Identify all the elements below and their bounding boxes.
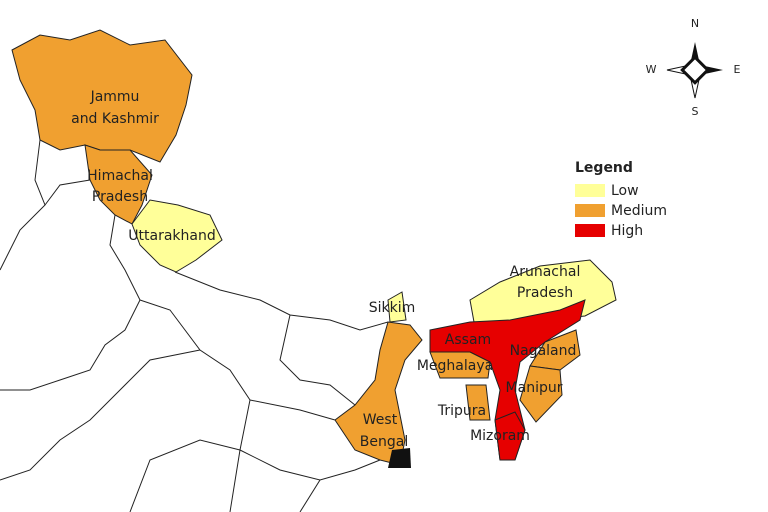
region-label: Arunachal bbox=[510, 264, 581, 280]
compass-e: E bbox=[734, 63, 741, 76]
region-label: Uttarakhand bbox=[128, 228, 215, 244]
compass-n: N bbox=[691, 17, 699, 30]
region bbox=[84, 144, 153, 225]
region bbox=[465, 384, 491, 421]
region-label: Pradesh bbox=[517, 285, 573, 301]
region-label: Assam bbox=[445, 332, 491, 348]
region-label: Pradesh bbox=[92, 189, 148, 205]
regions bbox=[11, 29, 617, 466]
region bbox=[11, 29, 193, 163]
legend-label: Low bbox=[611, 183, 639, 199]
legend-swatch bbox=[575, 224, 605, 237]
region bbox=[429, 351, 491, 379]
region-label: Manipur bbox=[506, 380, 563, 396]
compass-w: W bbox=[646, 63, 657, 76]
legend-swatch bbox=[575, 204, 605, 217]
region-label: Nagaland bbox=[510, 343, 577, 359]
region bbox=[387, 291, 407, 323]
region bbox=[529, 329, 581, 371]
legend: Legend Low Medium High bbox=[575, 160, 667, 239]
compass-center bbox=[680, 55, 710, 85]
legend-label: Medium bbox=[611, 203, 667, 219]
region-label: West bbox=[363, 412, 398, 428]
legend-title: Legend bbox=[575, 160, 633, 176]
region-label: and Kashmir bbox=[71, 111, 159, 127]
region-label: Sikkim bbox=[369, 300, 416, 316]
region-label: Tripura bbox=[437, 403, 486, 419]
region-labels: Jammu and Kashmir Himachal Pradesh Uttarakha… bbox=[71, 89, 580, 450]
region-label: Himachal bbox=[87, 168, 153, 184]
region-label: Jammu bbox=[90, 89, 140, 105]
region bbox=[494, 411, 526, 461]
region-label: Meghalaya bbox=[417, 358, 493, 374]
legend-label: High bbox=[611, 223, 643, 239]
compass: N S W E bbox=[646, 17, 741, 118]
region-label: Bengal bbox=[360, 434, 408, 450]
compass-s: S bbox=[692, 105, 699, 118]
region bbox=[519, 365, 563, 423]
region bbox=[131, 199, 223, 273]
region-label: Mizoram bbox=[470, 428, 530, 444]
state-outlines bbox=[0, 139, 389, 512]
delta bbox=[388, 448, 411, 468]
legend-swatch bbox=[575, 184, 605, 197]
